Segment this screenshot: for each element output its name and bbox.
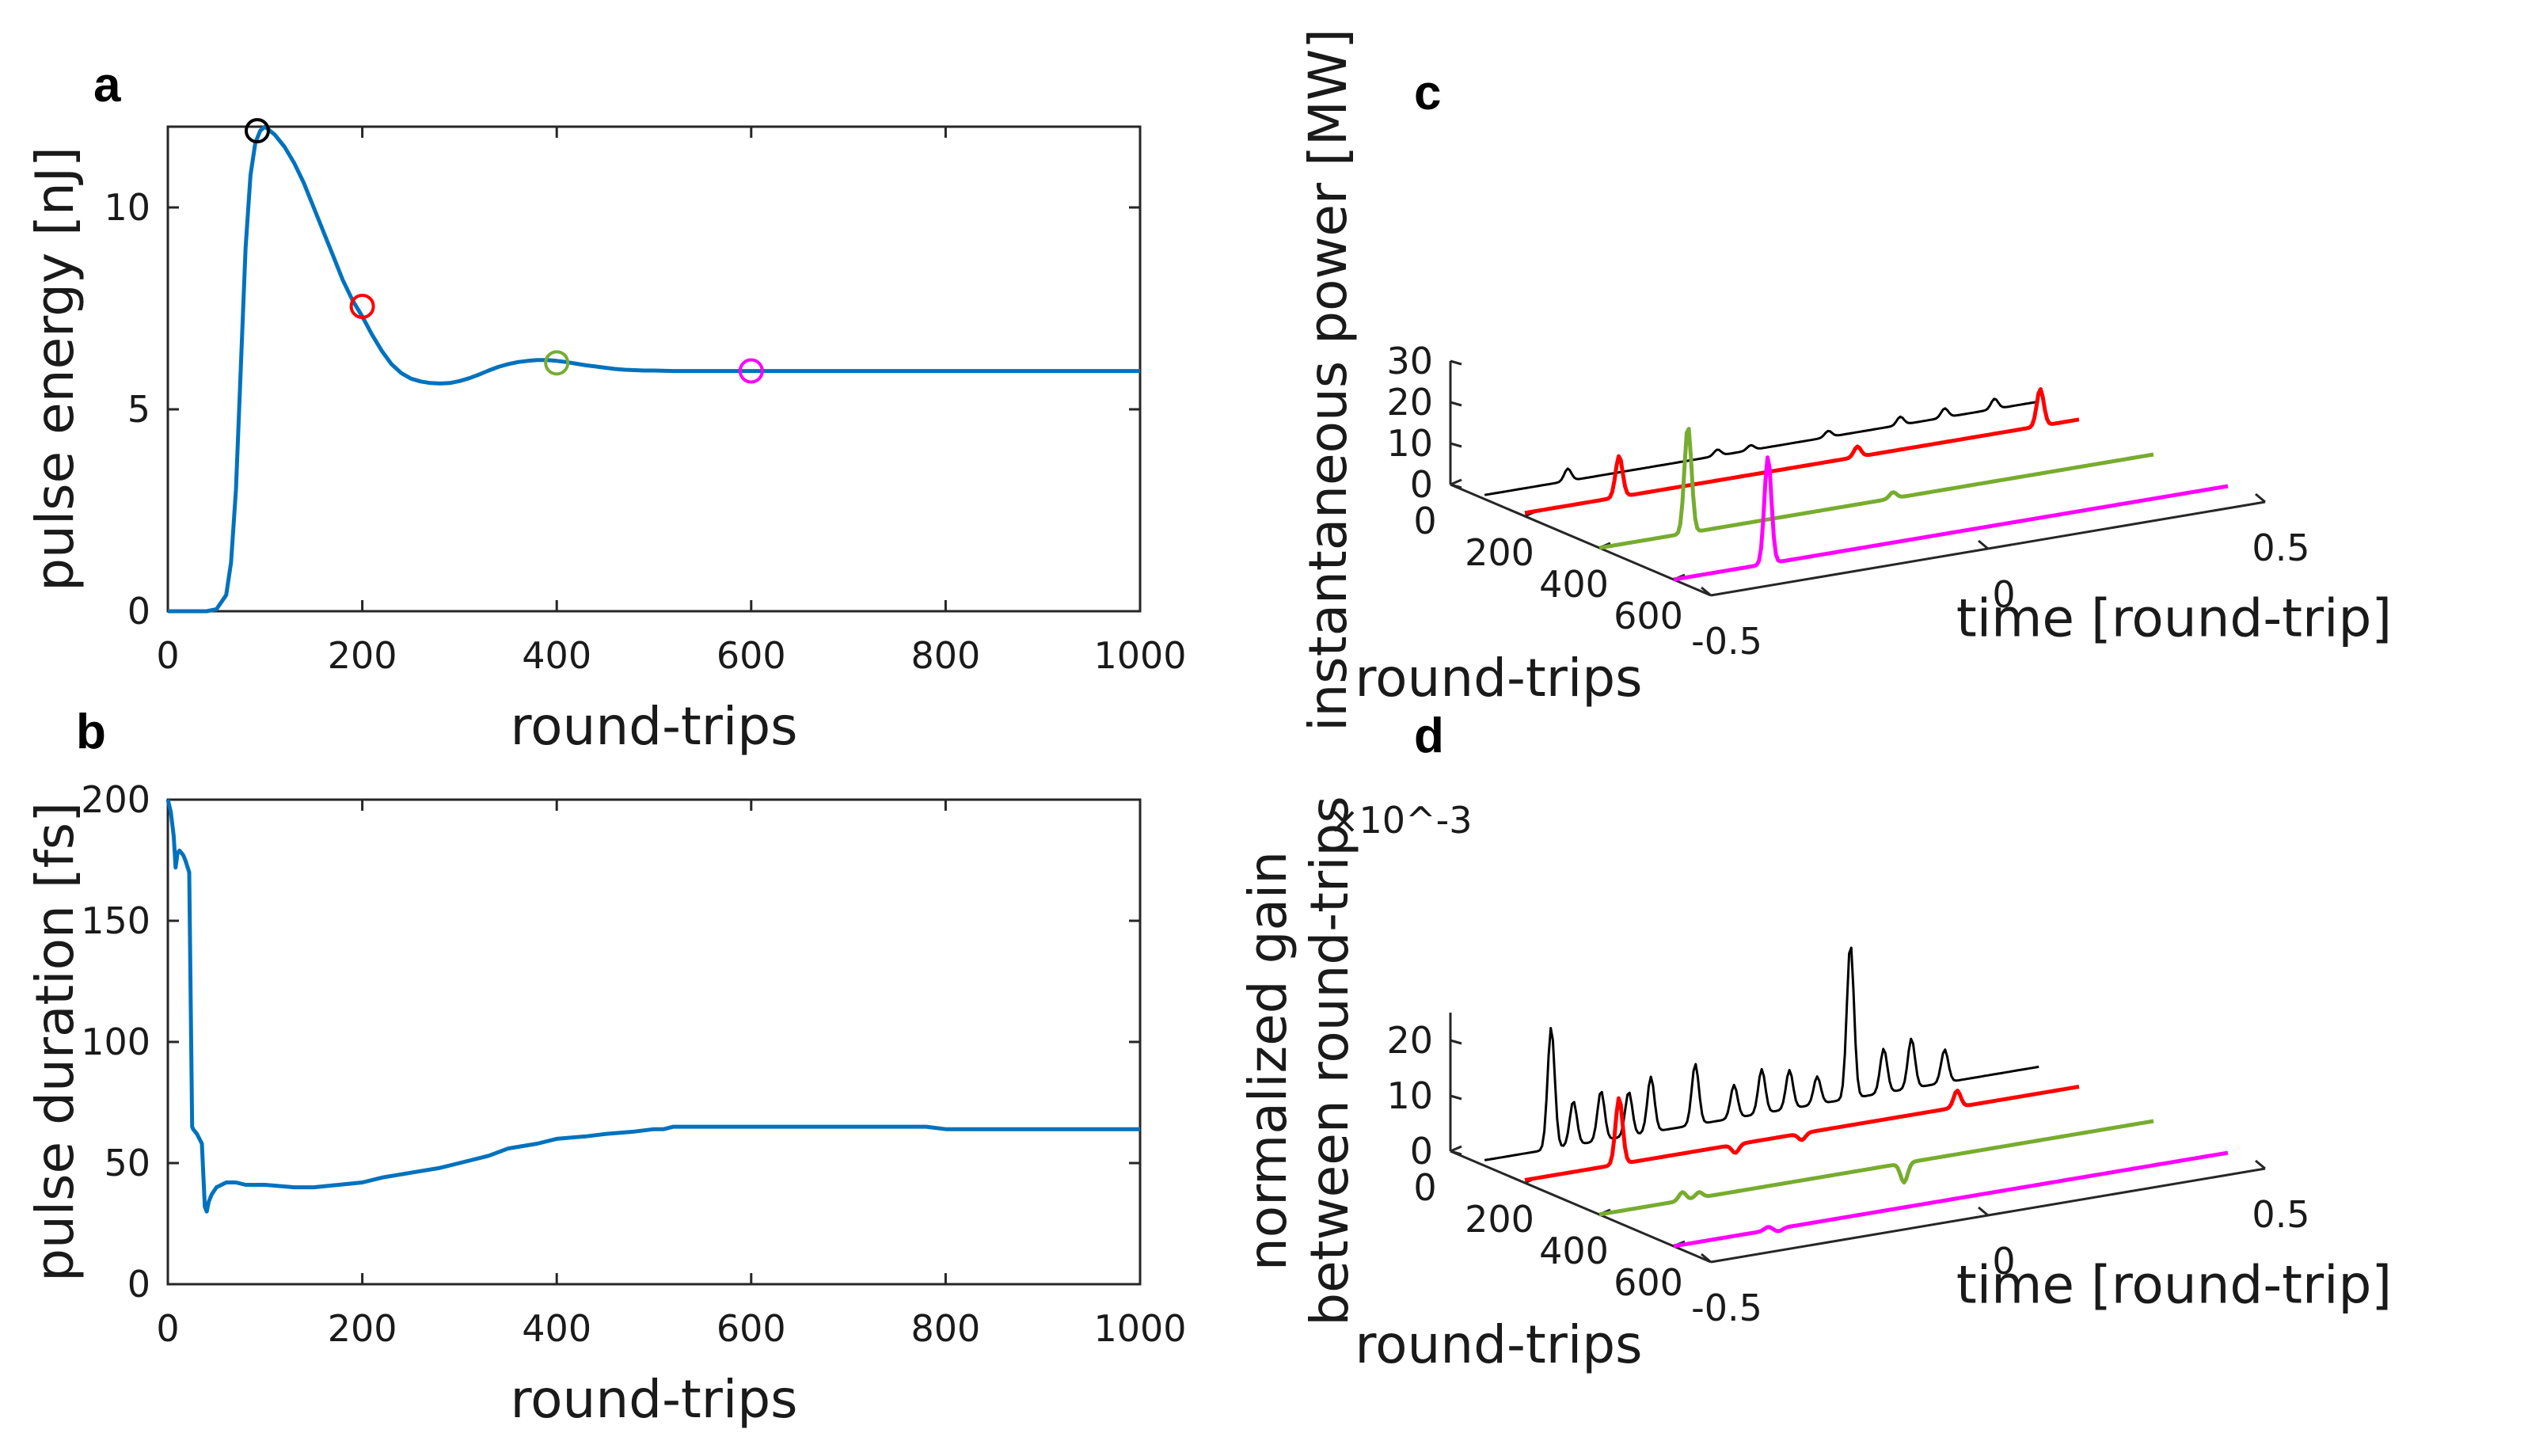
t-tick-label: -0.5 [1691, 620, 1762, 663]
y-tick-label: 5 [127, 388, 150, 431]
y-tick-label: 0 [127, 590, 150, 633]
chart-panel-c: 0200400600-0.500.50102030round-tripstime… [1298, 29, 2392, 732]
x-tick-label: 1000 [1093, 634, 1186, 677]
x-axis-label: round-trips [510, 696, 797, 757]
x-axis-label: round-trips [510, 1369, 797, 1430]
panel-label-b: b [76, 705, 106, 759]
z-axis-label: normalized gainbetween round-trips [1237, 796, 1360, 1325]
rt-tick-label: 0 [1413, 1166, 1436, 1209]
x-tick-label: 400 [522, 634, 591, 677]
rt-tick-label: 200 [1465, 531, 1534, 574]
waterfall-trace [1598, 1119, 2154, 1217]
t-tick-label: 0.5 [2252, 527, 2309, 569]
data-marker [244, 118, 270, 144]
y-tick-label: 200 [81, 778, 150, 821]
waterfall-trace [1524, 1085, 2080, 1182]
data-marker [738, 358, 764, 384]
x-tick-label: 600 [717, 1307, 786, 1350]
panel-label-a: a [93, 58, 121, 112]
x-tick-label: 800 [910, 634, 980, 677]
rt-tick-label: 600 [1614, 1261, 1683, 1304]
waterfall-trace [1673, 455, 2229, 582]
z-tick-mark [1450, 483, 1462, 489]
x-tick-label: 0 [156, 1307, 179, 1350]
plot-frame [166, 798, 1142, 1286]
roundtrip-axis-label: round-trips [1355, 648, 1642, 709]
roundtrip-axis-label: round-trips [1355, 1314, 1642, 1375]
rt-tick-mark [1450, 478, 1462, 486]
roundtrip-axis [1450, 1150, 1712, 1264]
z-tick-label: 0 [1410, 463, 1433, 506]
z-tick-label: 20 [1386, 381, 1433, 424]
x-tick-label: 800 [910, 1307, 980, 1350]
t-tick-mark [1978, 1206, 1989, 1217]
z-tick-label: 0 [1410, 1130, 1433, 1173]
t-tick-label: 0 [1992, 1240, 2015, 1283]
rt-tick-label: 200 [1465, 1198, 1534, 1241]
z-tick-label: 10 [1386, 1074, 1433, 1117]
z-tick-label: 30 [1386, 340, 1433, 382]
y-tick-label: 100 [81, 1021, 150, 1063]
rt-tick-label: 400 [1539, 1230, 1609, 1272]
x-tick-label: 0 [156, 634, 179, 677]
t-tick-mark [1978, 539, 1989, 550]
t-tick-mark [2255, 1159, 2266, 1170]
z-tick-mark [1450, 1094, 1462, 1101]
y-tick-label: 50 [104, 1142, 150, 1184]
chart-panel-b: 0 200 400 600 800 1000 0 50 100 150 200 round-trips… [25, 778, 1187, 1430]
roundtrip-axis [1450, 483, 1712, 597]
waterfall-trace [1524, 387, 2080, 515]
waterfall-trace [1484, 397, 2039, 496]
t-tick-label: -0.5 [1691, 1287, 1762, 1329]
waterfall-trace [1598, 427, 2154, 550]
series-line [165, 799, 1140, 1214]
plot-frame [166, 125, 1142, 613]
waterfall-trace [1484, 946, 2039, 1161]
t-tick-mark [2255, 492, 2266, 504]
y-axis-label: pulse duration [fs] [25, 802, 86, 1282]
z-axis-label: instantaneous power [MW] [1298, 29, 1359, 732]
rt-tick-mark [1450, 1145, 1462, 1153]
y-tick-label: 0 [127, 1263, 150, 1306]
z-tick-mark [1450, 359, 1462, 366]
panel-label-c: c [1414, 66, 1441, 120]
y-tick-label: 150 [81, 899, 150, 942]
rt-tick-label: 600 [1614, 595, 1683, 637]
z-tick-mark [1450, 1039, 1462, 1045]
y-axis-label: pulse energy [nJ] [25, 146, 86, 591]
y-tick-label: 10 [104, 186, 150, 229]
time-axis-label: time [round-trip] [1956, 588, 2392, 649]
z-tick-label: 20 [1386, 1019, 1433, 1062]
rt-tick-label: 400 [1539, 563, 1609, 606]
x-tick-label: 400 [522, 1307, 591, 1350]
x-tick-label: 600 [717, 634, 786, 677]
rt-tick-label: 0 [1413, 500, 1436, 542]
data-marker [349, 293, 375, 319]
z-tick-mark [1450, 401, 1462, 407]
t-tick-mark [1701, 1253, 1712, 1264]
t-tick-label: 0.5 [2252, 1193, 2309, 1236]
t-tick-mark [1701, 586, 1712, 597]
panel-label-d: d [1414, 709, 1444, 763]
waterfall-trace [1673, 1150, 2229, 1249]
x-tick-label: 200 [328, 634, 397, 677]
x-tick-label: 1000 [1093, 1307, 1186, 1350]
data-marker [544, 350, 570, 376]
z-tick-mark [1450, 1150, 1462, 1156]
x-tick-label: 200 [328, 1307, 397, 1350]
series-line [168, 124, 1140, 614]
z-scale-label: ×10^-3 [1329, 799, 1472, 842]
chart-panel-a: 0 200 400 600 800 1000 0 5 10 round-trips pulse en… [25, 118, 1187, 757]
t-tick-label: 0 [1992, 573, 2015, 616]
time-axis-label: time [round-trip] [1956, 1255, 2392, 1316]
z-tick-mark [1450, 442, 1462, 448]
z-tick-label: 10 [1386, 422, 1433, 465]
